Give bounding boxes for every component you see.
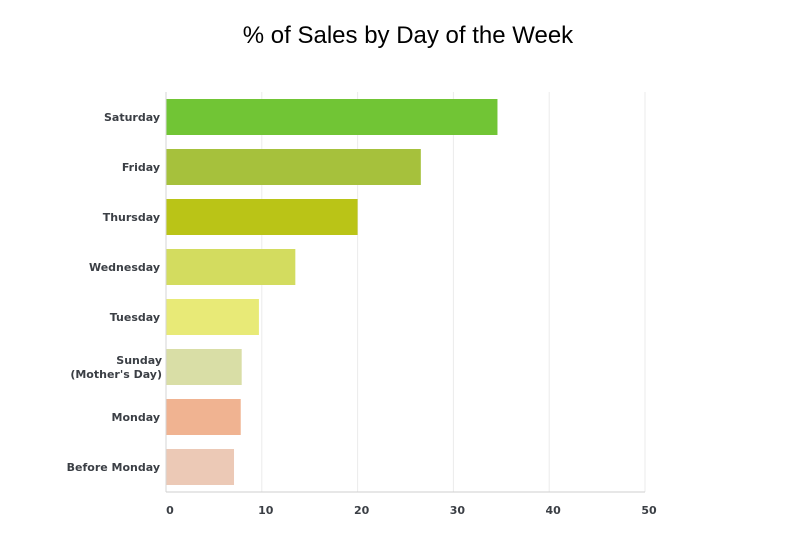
category-label: Saturday xyxy=(104,111,160,124)
category-labels: Saturday Friday Thursday Wednesday Tuesday Su… xyxy=(67,111,162,474)
bar xyxy=(166,249,296,285)
bar xyxy=(166,199,358,235)
category-label: Tuesday xyxy=(110,311,160,324)
category-label: Monday xyxy=(112,411,160,424)
x-tick-label: 20 xyxy=(354,504,370,517)
bar xyxy=(166,349,242,385)
category-label: Sunday (Mother's Day) xyxy=(70,354,162,381)
bar xyxy=(166,399,241,435)
bar xyxy=(166,99,498,135)
bar xyxy=(166,299,259,335)
x-tick-label: 0 xyxy=(166,504,174,517)
category-label: Wednesday xyxy=(89,261,160,274)
bar xyxy=(166,149,421,185)
axes xyxy=(165,92,645,493)
chart-title: % of Sales by Day of the Week xyxy=(242,22,574,49)
category-label: Thursday xyxy=(103,211,160,224)
bars xyxy=(166,99,498,485)
x-tick-labels: 0 10 20 30 40 50 xyxy=(166,504,657,517)
x-tick-label: 50 xyxy=(641,504,657,517)
x-tick-label: 10 xyxy=(258,504,274,517)
bar xyxy=(166,449,235,485)
x-tick-label: 30 xyxy=(450,504,466,517)
x-tick-label: 40 xyxy=(546,504,562,517)
category-label: Before Monday xyxy=(67,461,160,474)
category-label: Friday xyxy=(122,161,160,174)
